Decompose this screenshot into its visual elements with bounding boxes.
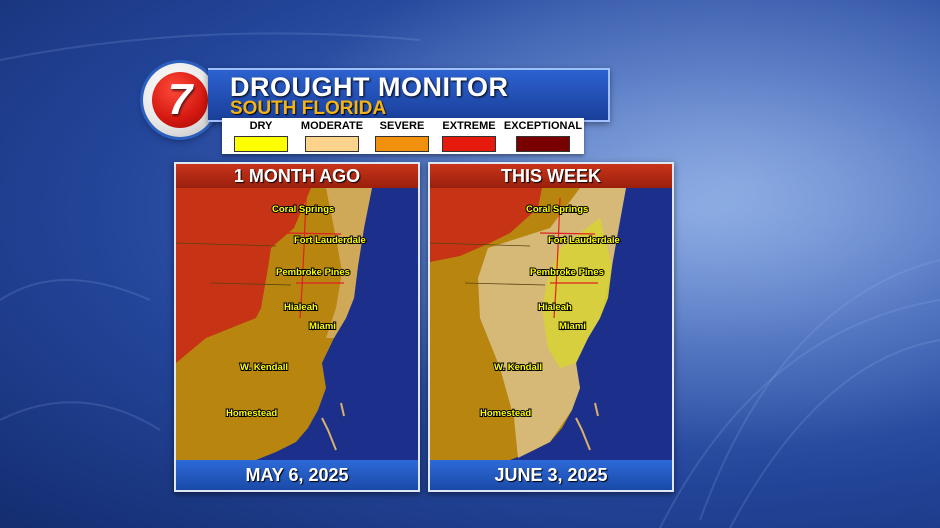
legend-item-moderate: MODERATE (294, 120, 370, 152)
station-logo: 7 (143, 63, 217, 137)
city-label-w-kendall: W. Kendall (494, 362, 542, 373)
legend-swatch (516, 136, 570, 152)
city-label-homestead: Homestead (480, 408, 531, 419)
legend-swatch (234, 136, 288, 152)
legend-label: DRY (249, 120, 273, 132)
city-label-fort-lauderdale: Fort Lauderdale (548, 235, 620, 246)
panel-date: JUNE 3, 2025 (430, 460, 672, 490)
legend-label: EXTREME (442, 120, 496, 132)
drought-map-month-ago: Coral Springs Fort Lauderdale Pembroke P… (176, 188, 418, 460)
legend-label: EXCEPTIONAL (503, 120, 583, 132)
legend-swatch (442, 136, 496, 152)
legend-item-severe: SEVERE (370, 120, 434, 152)
city-label-w-kendall: W. Kendall (240, 362, 288, 373)
page-subtitle: SOUTH FLORIDA (230, 98, 387, 119)
legend-label: MODERATE (300, 120, 364, 132)
city-label-miami: Miami (309, 321, 336, 332)
legend-item-exceptional: EXCEPTIONAL (502, 120, 584, 152)
title-bar: DROUGHT MONITOR SOUTH FLORIDA (208, 68, 610, 122)
panel-this-week: THIS WEEK Coral Springs Fort Lauderdale … (428, 162, 674, 492)
city-label-coral-springs: Coral Springs (272, 204, 334, 215)
panel-month-ago: 1 MONTH AGO Coral Springs Fort Lauderdal… (174, 162, 420, 492)
city-label-homestead: Homestead (226, 408, 277, 419)
city-label-fort-lauderdale: Fort Lauderdale (294, 235, 366, 246)
city-label-hialeah: Hialeah (284, 302, 318, 313)
panel-heading: THIS WEEK (430, 164, 672, 188)
panel-date: MAY 6, 2025 (176, 460, 418, 490)
city-label-hialeah: Hialeah (538, 302, 572, 313)
legend-swatch (305, 136, 359, 152)
panel-heading: 1 MONTH AGO (176, 164, 418, 188)
legend-swatch (375, 136, 429, 152)
city-label-pembroke-pines: Pembroke Pines (276, 267, 350, 278)
legend-item-extreme: EXTREME (438, 120, 500, 152)
drought-map-this-week: Coral Springs Fort Lauderdale Pembroke P… (430, 188, 672, 460)
page-title: DROUGHT MONITOR (230, 72, 509, 102)
city-label-coral-springs: Coral Springs (526, 204, 588, 215)
legend-label: SEVERE (379, 120, 425, 132)
legend: DRY MODERATE SEVERE EXTREME EXCEPTIONAL (222, 118, 584, 154)
city-label-miami: Miami (559, 321, 586, 332)
legend-item-dry: DRY (226, 120, 296, 152)
logo-number: 7 (167, 75, 193, 124)
city-label-pembroke-pines: Pembroke Pines (530, 267, 604, 278)
logo-badge: 7 (152, 72, 208, 128)
